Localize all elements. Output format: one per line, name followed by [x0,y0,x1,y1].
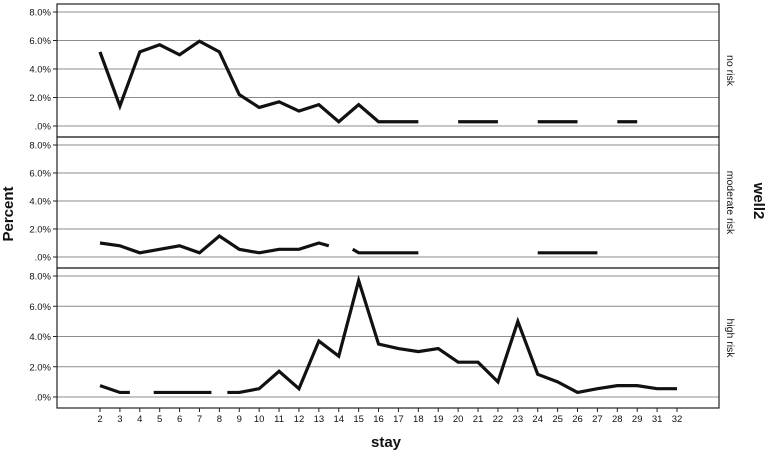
y-tick-label: 6.0% [29,169,51,180]
x-tick-label: 28 [612,414,623,425]
x-tick-label: 9 [237,414,242,425]
facet-label-high-risk: high risk [724,318,736,358]
x-tick-label: 23 [513,414,524,425]
x-tick-label: 3 [117,414,122,425]
x-axis-title: stay [371,434,402,451]
y-tick-label: 2.0% [29,225,51,236]
y-tick-label: 8.0% [29,272,51,283]
x-tick-label: 7 [197,414,202,425]
x-tick-label: 10 [254,414,265,425]
series-line-segment [99,234,330,255]
x-tick-label: 8 [217,414,222,425]
x-tick-label: 25 [552,414,563,425]
x-tick-label: 17 [393,414,404,425]
x-tick-label: 2 [97,414,102,425]
series-line-segment [351,247,419,255]
chart-panels: .0%2.0%4.0%6.0%8.0%no risk.0%2.0%4.0%6.0… [29,3,736,425]
y-tick-label: 6.0% [29,302,51,313]
x-tick-label: 12 [294,414,305,425]
y-tick-label: 4.0% [29,197,51,208]
y-tick-label: 4.0% [29,332,51,343]
y-tick-label: 6.0% [29,36,51,47]
facet-label-no-risk: no risk [724,55,736,87]
y-tick-label: 4.0% [29,65,51,76]
x-tick-label: 22 [493,414,504,425]
y-tick-label: .0% [35,253,52,264]
panel-frame [56,3,720,138]
series-line-segment [99,384,130,395]
x-tick-label: 11 [274,414,284,425]
x-tick-label: 14 [333,414,344,425]
x-tick-label: 19 [433,414,444,425]
x-tick-label: 26 [572,414,583,425]
x-tick-label: 27 [592,414,603,425]
x-tick-label: 13 [314,414,325,425]
x-tick-label: 4 [137,414,142,425]
x-tick-label: 24 [532,414,543,425]
y-axis-title: Percent [0,186,17,241]
y-tick-label: 8.0% [29,141,51,152]
x-tick-label: 5 [157,414,162,425]
x-tick-label: 15 [353,414,364,425]
x-tick-label: 21 [473,414,484,425]
facet-title: well2 [750,182,767,220]
panel-high-risk: .0% 2.0% 4.0% 6.0% 8.0% high risk [29,267,736,409]
y-tick-label: 8.0% [29,8,51,19]
series-line-segment [98,39,419,124]
y-tick-label: 2.0% [29,93,51,104]
x-axis: 2 3 4 5 6 7 8 9 10 11 12 13 14 15 16 17 18 19 20 21 22 23 24 25… [97,408,682,425]
series-line-segment [227,274,677,395]
x-tick-label: 32 [672,414,683,425]
y-tick-label: .0% [35,122,52,133]
x-tick-label: 6 [177,414,182,425]
x-tick-label: 29 [632,414,643,425]
panel-no-risk: .0% 2.0% 4.0% 6.0% 8.0% no risk [29,3,736,138]
panel-moderate-risk: .0% 2.0% 4.0% 6.0% 8.0% moderate risk [29,136,736,269]
panel-frame [56,267,720,409]
x-tick-label: 16 [373,414,384,425]
x-tick-label: 20 [453,414,464,425]
facet-label-moderate-risk: moderate risk [724,171,736,235]
y-tick-label: 2.0% [29,362,51,373]
x-tick-label: 18 [413,414,424,425]
y-tick-label: .0% [35,393,52,404]
x-tick-label: 31 [652,414,663,425]
